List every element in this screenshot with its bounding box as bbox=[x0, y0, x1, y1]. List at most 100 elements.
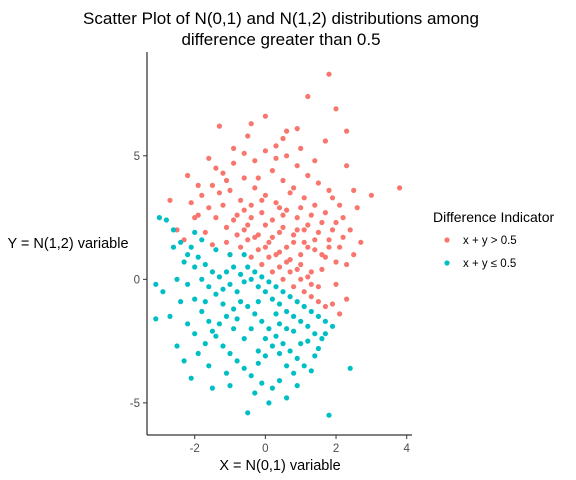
data-point-series-0 bbox=[280, 212, 286, 218]
data-point-series-0 bbox=[329, 195, 336, 201]
data-point-series-0 bbox=[308, 281, 314, 287]
data-point-series-0 bbox=[315, 299, 321, 305]
data-point-series-0 bbox=[216, 123, 222, 129]
data-point-series-0 bbox=[329, 301, 336, 307]
data-point-series-1 bbox=[167, 313, 173, 319]
data-point-series-0 bbox=[337, 311, 343, 317]
data-point-series-0 bbox=[284, 244, 290, 250]
data-point-series-0 bbox=[329, 227, 336, 233]
data-point-series-0 bbox=[284, 259, 290, 265]
data-point-series-0 bbox=[337, 244, 343, 250]
data-point-series-1 bbox=[231, 264, 237, 270]
data-point-series-0 bbox=[241, 227, 247, 233]
data-point-series-1 bbox=[245, 264, 251, 270]
data-point-series-1 bbox=[178, 299, 184, 305]
data-point-series-0 bbox=[252, 158, 258, 164]
data-point-series-1 bbox=[185, 252, 191, 258]
data-point-series-0 bbox=[241, 175, 247, 181]
data-point-series-1 bbox=[188, 375, 194, 381]
data-point-series-1 bbox=[199, 308, 205, 315]
data-point-series-0 bbox=[209, 182, 215, 188]
data-point-series-0 bbox=[262, 148, 268, 154]
data-point-series-1 bbox=[213, 247, 219, 253]
data-point-series-0 bbox=[291, 185, 297, 191]
data-point-series-1 bbox=[174, 276, 180, 282]
data-point-series-0 bbox=[248, 121, 254, 127]
data-point-series-0 bbox=[223, 224, 230, 230]
data-point-series-0 bbox=[301, 289, 307, 295]
data-point-series-0 bbox=[273, 143, 279, 149]
data-point-series-0 bbox=[195, 212, 201, 218]
data-point-series-0 bbox=[305, 172, 311, 179]
legend-label-series-0: x + y > 0.5 bbox=[463, 235, 517, 247]
data-point-series-0 bbox=[333, 219, 339, 226]
data-point-series-0 bbox=[269, 217, 275, 223]
data-point-series-1 bbox=[308, 368, 314, 374]
data-point-series-1 bbox=[269, 343, 275, 349]
data-point-series-0 bbox=[315, 284, 321, 290]
data-point-series-0 bbox=[262, 192, 268, 198]
data-point-series-1 bbox=[181, 358, 187, 364]
data-point-series-1 bbox=[238, 299, 244, 305]
data-point-series-1 bbox=[284, 308, 290, 315]
data-point-series-1 bbox=[315, 345, 321, 352]
data-point-series-1 bbox=[216, 274, 222, 280]
x-tick-label: -2 bbox=[190, 443, 200, 455]
data-point-series-1 bbox=[291, 328, 297, 334]
data-point-series-0 bbox=[344, 163, 350, 169]
data-point-series-1 bbox=[216, 321, 222, 327]
data-point-series-0 bbox=[238, 197, 244, 203]
data-point-series-0 bbox=[234, 232, 240, 238]
data-point-series-0 bbox=[358, 239, 364, 245]
data-point-series-0 bbox=[276, 229, 283, 235]
data-point-series-0 bbox=[294, 266, 300, 272]
data-point-series-1 bbox=[262, 336, 268, 342]
data-point-series-0 bbox=[206, 205, 212, 211]
data-point-series-1 bbox=[284, 363, 290, 369]
data-point-series-0 bbox=[167, 197, 173, 203]
data-point-series-1 bbox=[220, 343, 226, 349]
data-point-series-1 bbox=[326, 412, 332, 418]
data-point-series-1 bbox=[223, 370, 230, 376]
data-point-series-1 bbox=[213, 291, 219, 297]
data-point-series-0 bbox=[245, 133, 251, 139]
data-point-series-0 bbox=[269, 168, 275, 174]
data-point-series-0 bbox=[259, 261, 265, 268]
data-point-series-1 bbox=[266, 279, 272, 285]
points-layer bbox=[153, 71, 403, 418]
data-point-series-0 bbox=[308, 269, 314, 275]
data-point-series-1 bbox=[287, 294, 293, 300]
data-point-series-1 bbox=[284, 395, 290, 401]
data-point-series-0 bbox=[291, 232, 297, 238]
data-point-series-0 bbox=[245, 222, 251, 228]
data-point-series-0 bbox=[308, 212, 314, 218]
data-point-series-0 bbox=[248, 215, 254, 221]
data-point-series-1 bbox=[252, 390, 258, 396]
data-point-series-0 bbox=[241, 207, 247, 213]
data-point-series-0 bbox=[231, 160, 237, 166]
data-point-series-1 bbox=[234, 289, 240, 295]
data-point-series-1 bbox=[206, 318, 212, 324]
data-point-series-0 bbox=[301, 227, 307, 233]
data-point-series-0 bbox=[333, 281, 339, 287]
data-point-series-0 bbox=[351, 252, 357, 258]
data-point-series-0 bbox=[301, 195, 307, 201]
data-point-series-1 bbox=[202, 299, 208, 305]
data-point-series-1 bbox=[195, 350, 201, 357]
data-point-series-1 bbox=[255, 360, 261, 366]
data-point-series-1 bbox=[209, 328, 215, 334]
data-point-series-0 bbox=[248, 254, 254, 260]
data-point-series-0 bbox=[220, 170, 226, 176]
legend-title: Difference Indicator bbox=[433, 209, 554, 225]
data-point-series-0 bbox=[245, 237, 251, 243]
data-point-series-0 bbox=[294, 227, 300, 233]
data-point-series-1 bbox=[319, 336, 325, 342]
data-point-series-0 bbox=[287, 269, 293, 275]
data-point-series-1 bbox=[192, 331, 198, 337]
data-point-series-0 bbox=[273, 155, 279, 161]
data-point-series-1 bbox=[266, 326, 272, 332]
data-point-series-1 bbox=[188, 244, 194, 250]
data-point-series-1 bbox=[248, 326, 254, 332]
data-point-series-0 bbox=[340, 215, 346, 221]
data-point-series-1 bbox=[312, 353, 318, 359]
